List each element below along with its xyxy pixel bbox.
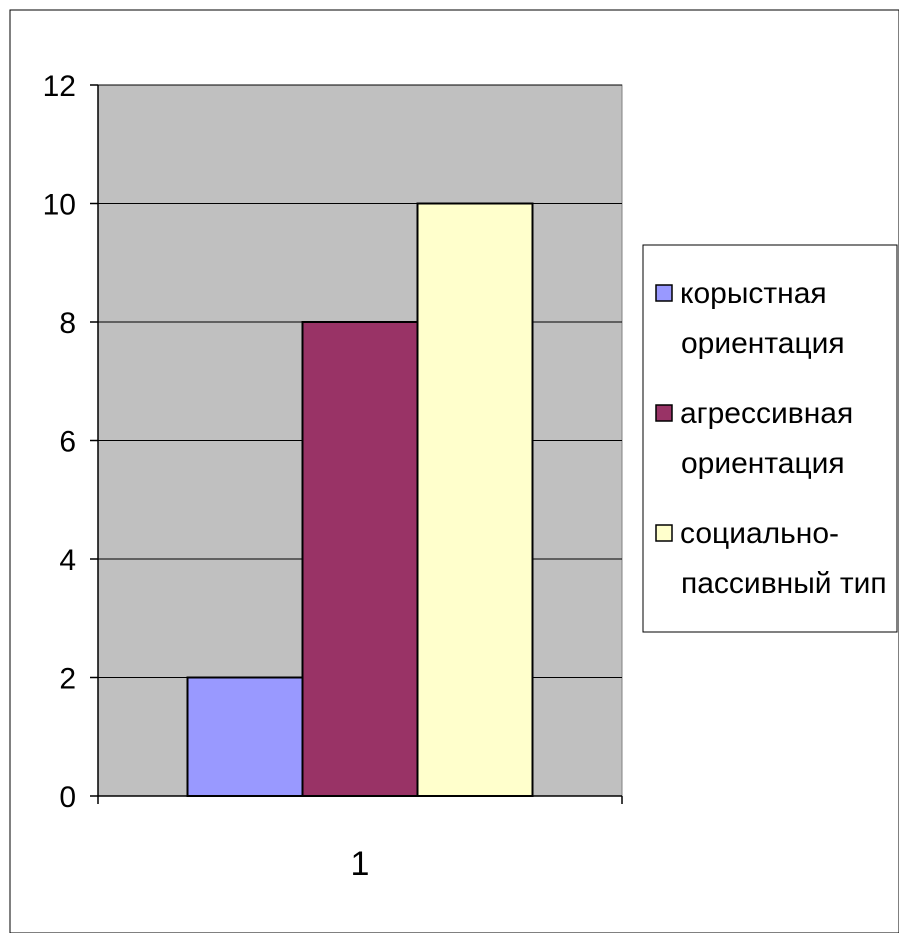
- legend-swatch: [655, 524, 673, 542]
- y-tick-label: 12: [43, 70, 76, 103]
- y-tick-label: 10: [43, 189, 76, 222]
- legend-label: корыстная: [680, 277, 827, 310]
- y-tick-label: 8: [59, 307, 76, 340]
- y-tick-label: 0: [59, 781, 76, 814]
- y-tick-label: 4: [59, 544, 76, 577]
- y-tick-label: 2: [59, 663, 76, 696]
- bars: [186, 202, 534, 797]
- legend-swatch: [655, 404, 673, 422]
- legend-label: ориентация: [681, 447, 845, 480]
- legend: корыстная ориентация агрессивная ориентация…: [642, 244, 898, 633]
- legend-label: агрессивная: [680, 397, 853, 430]
- bar: [416, 202, 534, 797]
- legend-swatch: [655, 284, 673, 302]
- legend-label: пассивный тип: [681, 567, 887, 600]
- legend-label: ориентация: [681, 327, 845, 360]
- tick-labels: 0 2 4 6 8 10 12 1: [43, 70, 370, 883]
- bar: [186, 676, 304, 797]
- legend-label: социально-: [680, 517, 839, 550]
- legend-box: [642, 244, 898, 633]
- y-tick-label: 6: [59, 426, 76, 459]
- bar: [301, 321, 419, 797]
- x-tick-label: 1: [351, 845, 370, 883]
